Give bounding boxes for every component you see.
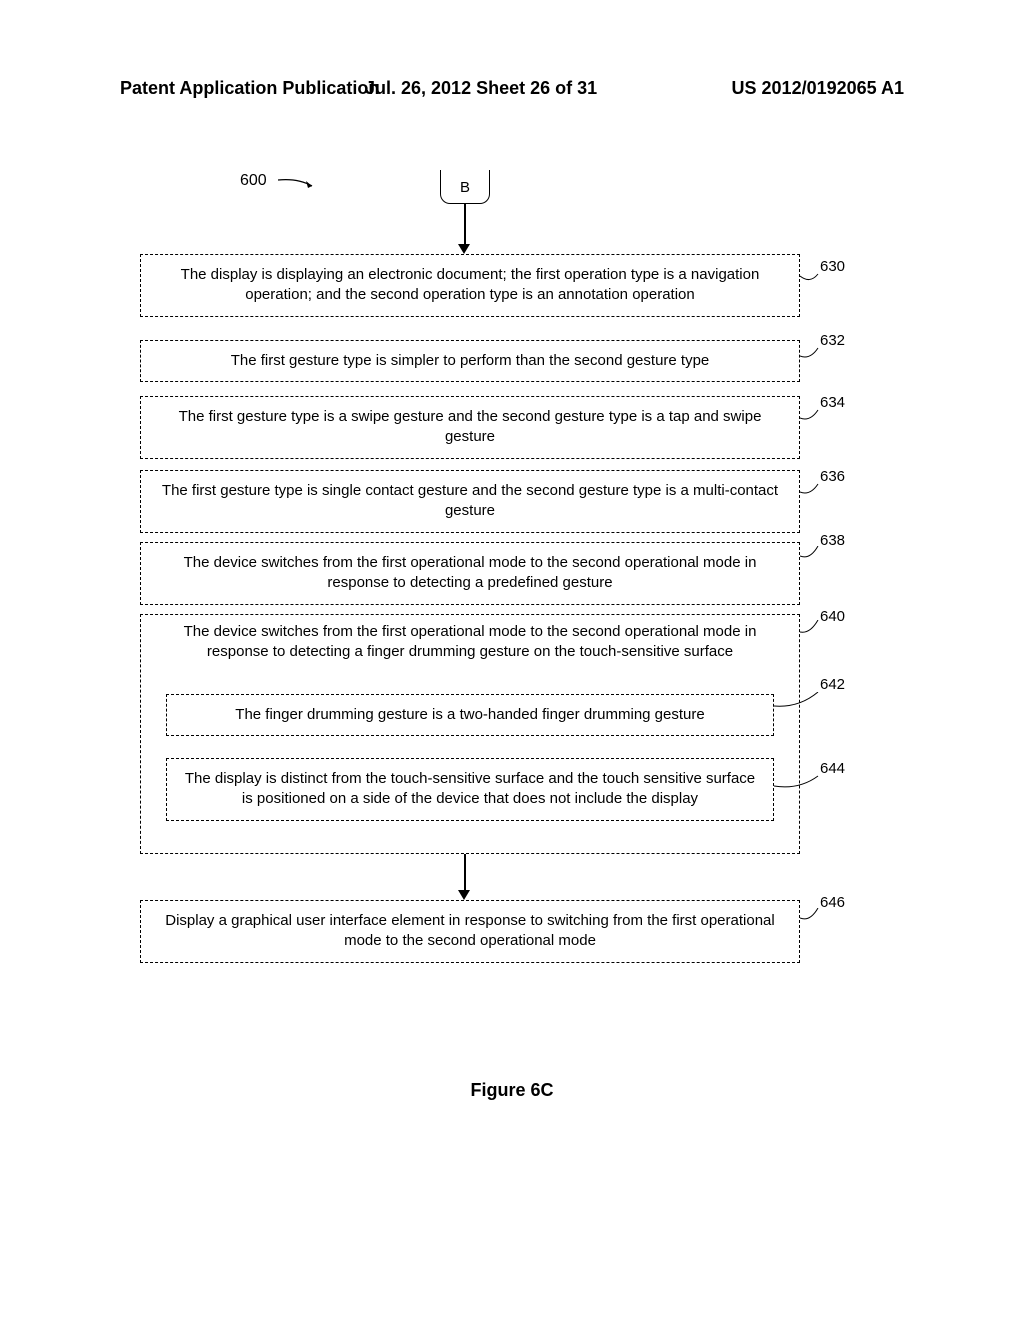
box-632-text: The first gesture type is simpler to per… (231, 352, 710, 369)
connector-b-label: B (460, 179, 470, 196)
leader-646-icon (800, 908, 820, 926)
box-634-text: The first gesture type is a swipe gestur… (179, 408, 762, 445)
box-640: The device switches from the first opera… (154, 622, 786, 663)
box-632: The first gesture type is simpler to per… (140, 340, 800, 382)
box-642-text: The finger drumming gesture is a two-han… (235, 706, 704, 723)
box-636: The first gesture type is single contact… (140, 470, 800, 533)
box-636-text: The first gesture type is single contact… (162, 482, 778, 519)
leader-636-icon (800, 482, 820, 500)
connector-b: B (440, 170, 490, 204)
box-642: The finger drumming gesture is a two-han… (166, 694, 774, 736)
leader-634-icon (800, 408, 820, 426)
method-ref-arrow-icon (278, 178, 318, 190)
leader-630-icon (800, 270, 820, 288)
ref-646: 646 (820, 894, 845, 911)
figure-caption: Figure 6C (0, 1080, 1024, 1101)
method-ref-label: 600 (240, 172, 267, 190)
ref-640: 640 (820, 608, 845, 625)
box-644: The display is distinct from the touch-s… (166, 758, 774, 821)
header-left: Patent Application Publication (120, 78, 379, 99)
box-646-text: Display a graphical user interface eleme… (165, 912, 774, 949)
box-640-text: The device switches from the first opera… (184, 623, 757, 660)
header-center: Jul. 26, 2012 Sheet 26 of 31 (365, 78, 597, 99)
leader-638-icon (800, 546, 820, 564)
ref-638: 638 (820, 532, 845, 549)
box-634: The first gesture type is a swipe gestur… (140, 396, 800, 459)
header-right: US 2012/0192065 A1 (732, 78, 904, 99)
ref-636: 636 (820, 468, 845, 485)
page-header: Patent Application Publication Jul. 26, … (0, 78, 1024, 99)
box-630-text: The display is displaying an electronic … (181, 266, 760, 303)
box-638-text: The device switches from the first opera… (184, 554, 757, 591)
box-644-text: The display is distinct from the touch-s… (185, 770, 755, 807)
leader-632-icon (800, 346, 820, 364)
ref-634: 634 (820, 394, 845, 411)
box-638: The device switches from the first opera… (140, 542, 800, 605)
ref-632: 632 (820, 332, 845, 349)
leader-642-icon (774, 692, 820, 710)
box-646: Display a graphical user interface eleme… (140, 900, 800, 963)
ref-642: 642 (820, 676, 845, 693)
ref-630: 630 (820, 258, 845, 275)
ref-644: 644 (820, 760, 845, 777)
box-630: The display is displaying an electronic … (140, 254, 800, 317)
leader-644-icon (774, 774, 820, 792)
leader-640-icon (800, 620, 820, 638)
